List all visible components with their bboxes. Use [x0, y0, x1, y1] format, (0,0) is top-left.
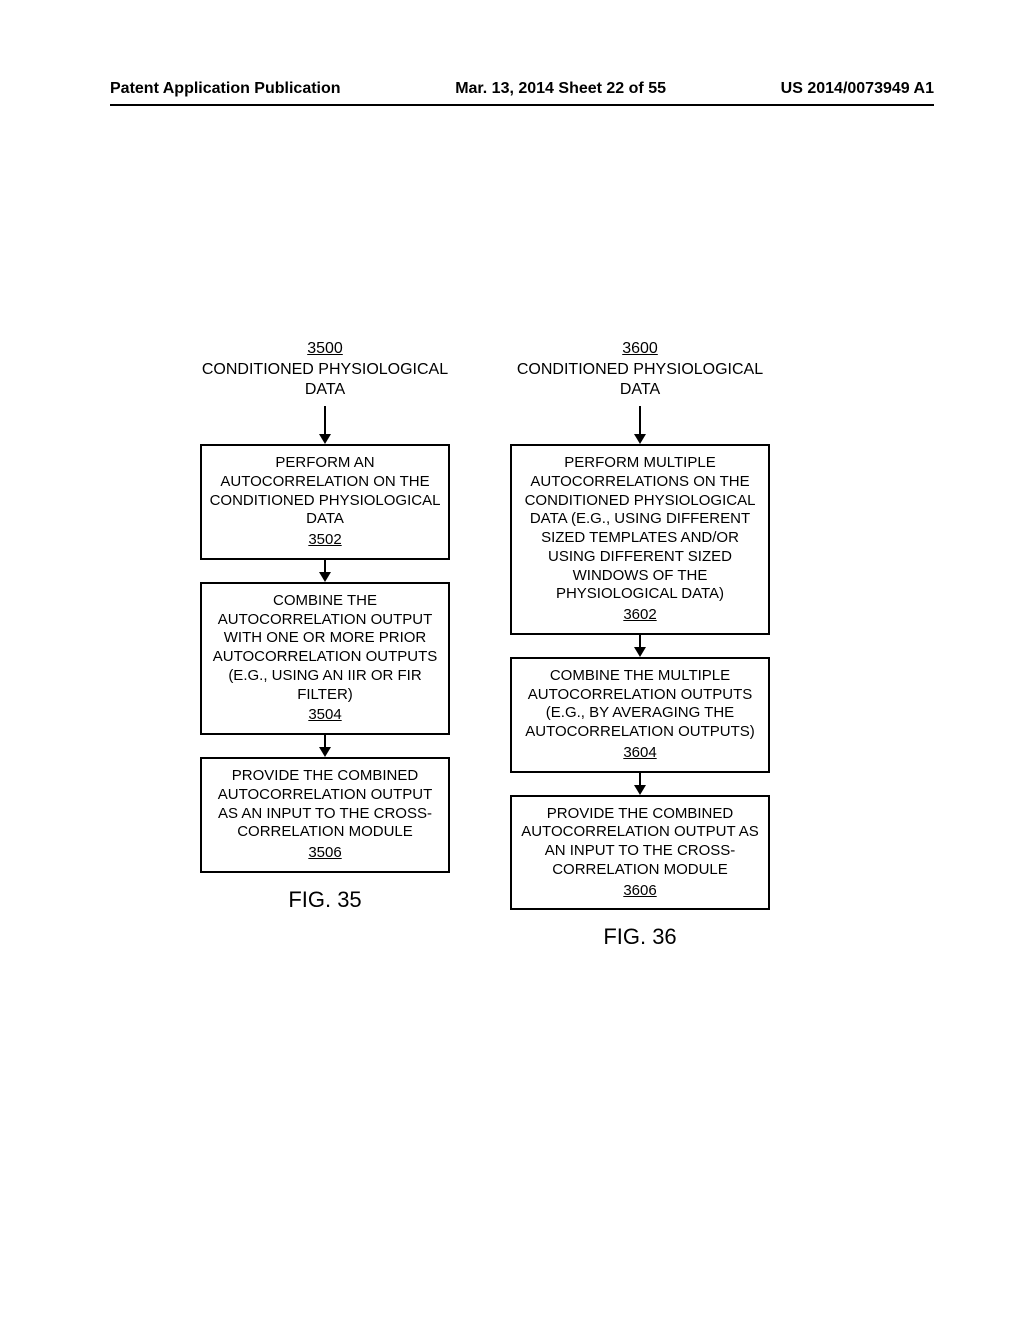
flow-box-3604: COMBINE THE MULTIPLE AUTOCORRELATION OUT…: [510, 657, 770, 773]
flow-box-text: PROVIDE THE COMBINED AUTOCORRELATION OUT…: [521, 805, 759, 878]
flow-box-3606: PROVIDE THE COMBINED AUTOCORRELATION OUT…: [510, 795, 770, 911]
header-rule: [110, 104, 934, 106]
flow-arrow: [200, 735, 450, 757]
flow-arrow: [200, 560, 450, 582]
arrow-down-icon: [315, 406, 335, 444]
flow-box-ref: 3606: [518, 882, 762, 901]
figure-35-caption: FIG. 35: [200, 887, 450, 913]
figure-36-flow: PERFORM MULTIPLE AUTOCORRELATIONS ON THE…: [510, 406, 770, 910]
flow-box-ref: 3604: [518, 744, 762, 763]
arrow-down-icon: [630, 406, 650, 444]
flow-arrow: [510, 406, 770, 444]
flow-box-ref: 3502: [208, 531, 442, 550]
figure-36-caption: FIG. 36: [510, 924, 770, 950]
page: Patent Application Publication Mar. 13, …: [0, 0, 1024, 1320]
arrow-down-icon: [630, 635, 650, 657]
flow-box-3504: COMBINE THE AUTOCORRELATION OUTPUT WITH …: [200, 582, 450, 735]
flow-box-3502: PERFORM AN AUTOCORRELATION ON THE CONDIT…: [200, 444, 450, 560]
figure-35-flow: PERFORM AN AUTOCORRELATION ON THE CONDIT…: [200, 406, 450, 873]
flow-box-text: COMBINE THE AUTOCORRELATION OUTPUT WITH …: [213, 592, 437, 703]
page-header: Patent Application Publication Mar. 13, …: [110, 80, 934, 98]
flow-box-ref: 3602: [518, 606, 762, 625]
flow-arrow: [510, 773, 770, 795]
flow-box-text: COMBINE THE MULTIPLE AUTOCORRELATION OUT…: [525, 667, 754, 740]
header-center: Mar. 13, 2014 Sheet 22 of 55: [455, 80, 666, 98]
figure-36-input-text: CONDITIONED PHYSIOLOGICAL DATA: [510, 360, 770, 400]
arrow-down-icon: [315, 560, 335, 582]
figure-36-number: 3600: [510, 340, 770, 358]
header-left: Patent Application Publication: [110, 80, 341, 98]
flow-arrow: [510, 635, 770, 657]
flow-box-ref: 3506: [208, 844, 442, 863]
flow-box-text: PERFORM MULTIPLE AUTOCORRELATIONS ON THE…: [525, 454, 756, 602]
figure-36: 3600 CONDITIONED PHYSIOLOGICAL DATA PERF…: [510, 340, 770, 950]
flow-box-3506: PROVIDE THE COMBINED AUTOCORRELATION OUT…: [200, 757, 450, 873]
arrow-down-icon: [630, 773, 650, 795]
flow-box-3602: PERFORM MULTIPLE AUTOCORRELATIONS ON THE…: [510, 444, 770, 635]
arrow-down-icon: [315, 735, 335, 757]
figure-35: 3500 CONDITIONED PHYSIOLOGICAL DATA PERF…: [200, 340, 450, 913]
header-right: US 2014/0073949 A1: [781, 80, 934, 98]
flow-box-text: PERFORM AN AUTOCORRELATION ON THE CONDIT…: [210, 454, 441, 527]
figure-35-input-text: CONDITIONED PHYSIOLOGICAL DATA: [200, 360, 450, 400]
flow-arrow: [200, 406, 450, 444]
figure-35-number: 3500: [200, 340, 450, 358]
flow-box-ref: 3504: [208, 706, 442, 725]
flow-box-text: PROVIDE THE COMBINED AUTOCORRELATION OUT…: [218, 767, 432, 840]
